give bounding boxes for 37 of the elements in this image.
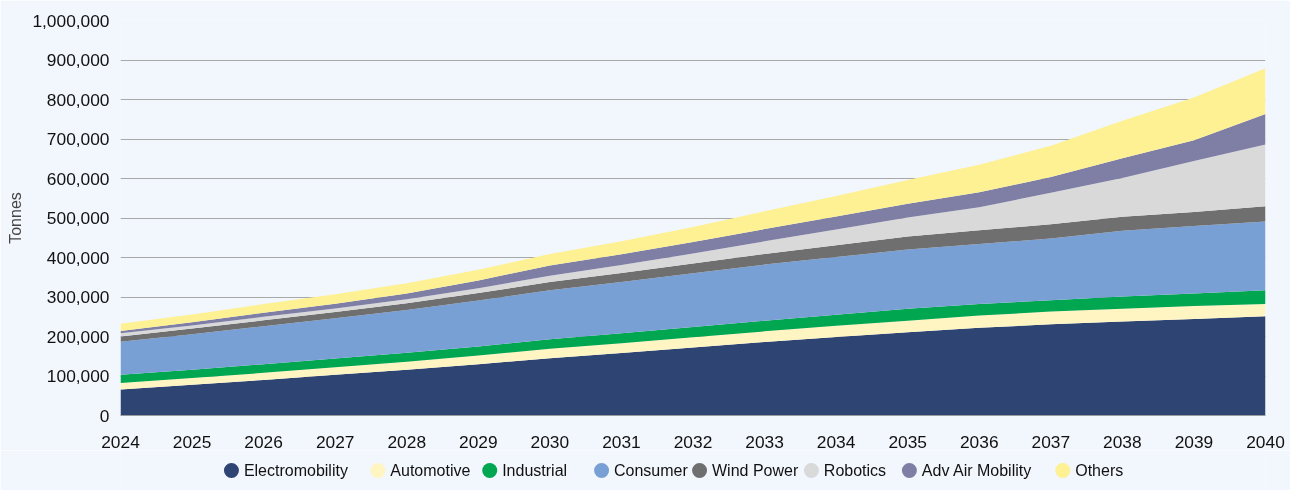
y-tick-label: 900,000 <box>46 50 110 70</box>
x-tick-label: 2035 <box>888 431 927 452</box>
x-tick-label: 2036 <box>959 431 999 452</box>
legend-label: Automotive <box>390 462 471 479</box>
y-tick-label: 100,000 <box>46 366 110 386</box>
x-tick-label: 2029 <box>459 431 498 452</box>
x-tick-label: 2034 <box>816 431 856 452</box>
legend-label: Wind Power <box>711 462 799 479</box>
x-tick-label: 2039 <box>1174 431 1214 452</box>
y-tick-label: 500,000 <box>46 208 110 228</box>
x-tick-label: 2024 <box>101 431 141 452</box>
legend-label: Consumer <box>614 462 689 479</box>
y-tick-label: 800,000 <box>46 89 110 110</box>
x-tick-label: 2025 <box>172 431 212 452</box>
y-tick-label: 300,000 <box>46 287 110 307</box>
y-tick-label: 600,000 <box>46 168 110 189</box>
y-axis-title: Tonnes <box>7 192 25 244</box>
x-tick-label: 2028 <box>387 431 427 452</box>
y-tick-label: 400,000 <box>46 247 110 268</box>
x-tick-label: 2026 <box>244 431 283 452</box>
y-tick-label: 0 <box>99 405 110 426</box>
legend-label: Industrial <box>502 462 568 479</box>
x-tick-label: 2031 <box>602 431 641 452</box>
y-tick-label: 200,000 <box>46 326 110 347</box>
legend-label: Adv Air Mobility <box>921 462 1032 479</box>
x-tick-label: 2038 <box>1103 431 1142 452</box>
x-tick-label: 2040 <box>1246 431 1285 452</box>
x-tick-label: 2027 <box>315 431 355 452</box>
x-tick-label: 2037 <box>1031 431 1071 452</box>
x-tick-label: 2033 <box>745 431 784 452</box>
x-tick-label: 2030 <box>530 431 570 452</box>
legend-label: Robotics <box>823 462 887 479</box>
y-tick-label: 700,000 <box>46 129 110 149</box>
y-tick-label: 1,000,000 <box>32 10 110 31</box>
legend-label: Others <box>1075 462 1124 479</box>
x-tick-label: 2032 <box>673 431 713 452</box>
legend-label: Electromobility <box>243 462 348 479</box>
